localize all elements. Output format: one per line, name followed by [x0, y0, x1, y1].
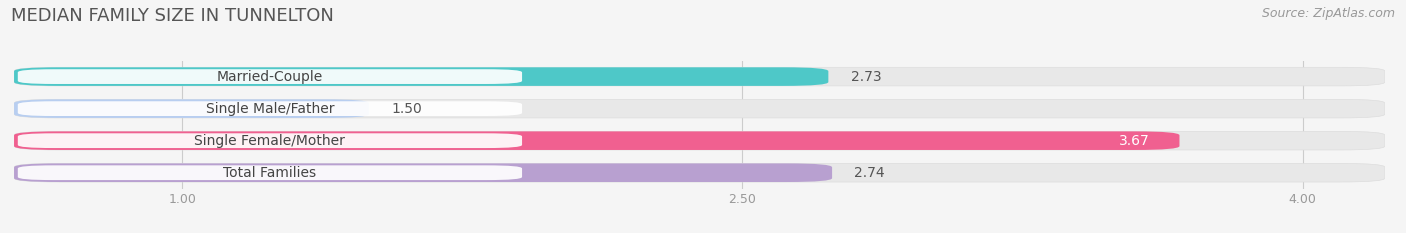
FancyBboxPatch shape: [18, 133, 522, 148]
FancyBboxPatch shape: [18, 69, 522, 84]
Text: 2.73: 2.73: [851, 70, 882, 84]
FancyBboxPatch shape: [14, 99, 368, 118]
Text: Single Female/Mother: Single Female/Mother: [194, 134, 346, 148]
FancyBboxPatch shape: [14, 67, 828, 86]
Text: Total Families: Total Families: [224, 166, 316, 180]
Text: 2.74: 2.74: [855, 166, 886, 180]
Text: Source: ZipAtlas.com: Source: ZipAtlas.com: [1261, 7, 1395, 20]
FancyBboxPatch shape: [18, 101, 522, 116]
FancyBboxPatch shape: [14, 67, 1385, 86]
FancyBboxPatch shape: [14, 163, 832, 182]
FancyBboxPatch shape: [14, 163, 1385, 182]
Text: 1.50: 1.50: [391, 102, 422, 116]
FancyBboxPatch shape: [14, 131, 1180, 150]
Text: MEDIAN FAMILY SIZE IN TUNNELTON: MEDIAN FAMILY SIZE IN TUNNELTON: [11, 7, 335, 25]
FancyBboxPatch shape: [18, 165, 522, 180]
FancyBboxPatch shape: [14, 131, 1385, 150]
FancyBboxPatch shape: [14, 99, 1385, 118]
Text: 3.67: 3.67: [1119, 134, 1150, 148]
Text: Married-Couple: Married-Couple: [217, 70, 323, 84]
Text: Single Male/Father: Single Male/Father: [205, 102, 335, 116]
